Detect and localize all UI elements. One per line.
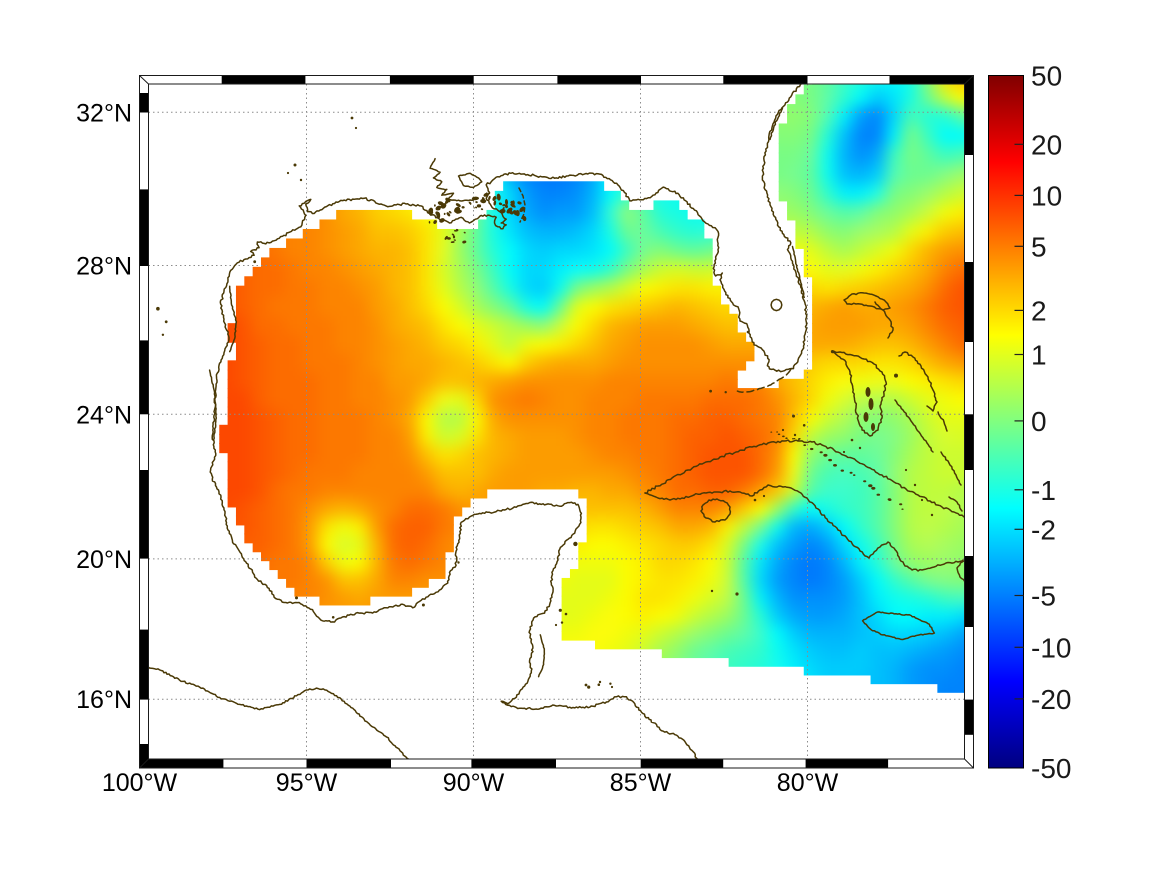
svg-text:24°N: 24°N (76, 401, 132, 429)
svg-text:80°W: 80°W (777, 769, 839, 797)
svg-text:50: 50 (1031, 61, 1062, 92)
svg-text:-1: -1 (1031, 475, 1056, 506)
svg-text:-50: -50 (1031, 753, 1071, 784)
svg-text:0: 0 (1031, 406, 1047, 437)
svg-text:90°W: 90°W (443, 769, 505, 797)
svg-text:-20: -20 (1031, 684, 1071, 715)
svg-text:16°N: 16°N (76, 686, 132, 714)
svg-text:-2: -2 (1031, 514, 1056, 545)
svg-text:20°N: 20°N (76, 546, 132, 574)
svg-text:100°W: 100°W (102, 769, 178, 797)
svg-text:1: 1 (1031, 340, 1047, 371)
svg-text:2: 2 (1031, 295, 1047, 326)
svg-text:-10: -10 (1031, 632, 1071, 663)
svg-text:10: 10 (1031, 180, 1062, 211)
svg-text:85°W: 85°W (610, 769, 672, 797)
svg-text:95°W: 95°W (276, 769, 338, 797)
svg-text:20: 20 (1031, 129, 1062, 160)
svg-text:-5: -5 (1031, 581, 1056, 612)
svg-text:32°N: 32°N (76, 99, 132, 127)
svg-text:28°N: 28°N (76, 253, 132, 281)
svg-text:5: 5 (1031, 231, 1047, 262)
